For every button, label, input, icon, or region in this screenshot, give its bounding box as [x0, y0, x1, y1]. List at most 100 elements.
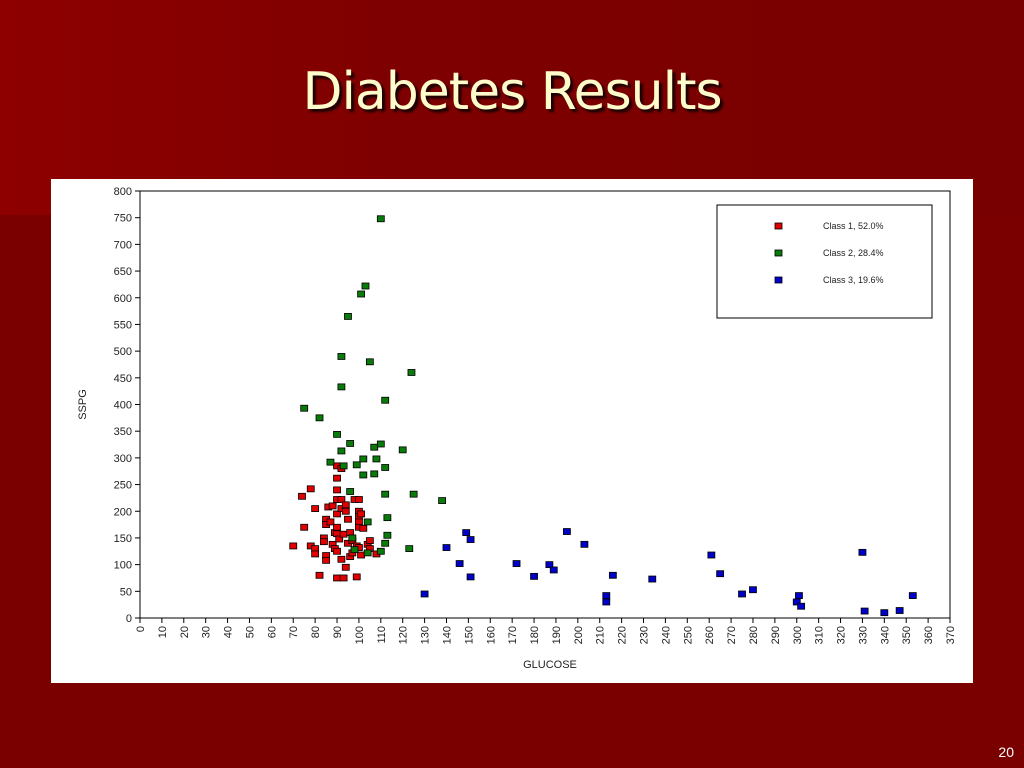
y-axis-label: SSPG [77, 389, 89, 420]
x-tick-label: 220 [617, 626, 629, 644]
data-point-class-2 [372, 455, 381, 463]
x-tick-label: 30 [201, 626, 213, 638]
data-point-class-1 [298, 492, 306, 500]
x-tick-label: 60 [266, 626, 278, 638]
data-point-class-2 [361, 282, 370, 290]
data-point-class-3 [895, 607, 904, 614]
x-tick-label: 260 [704, 626, 716, 644]
data-point-class-3 [648, 575, 657, 583]
data-point-class-1 [289, 542, 298, 550]
data-point-class-3 [738, 590, 746, 598]
x-tick-label: 310 [814, 626, 826, 644]
x-tick-label: 20 [179, 626, 191, 638]
y-tick-label: 50 [120, 586, 132, 598]
data-point-class-1 [341, 563, 350, 571]
data-point-class-2 [381, 490, 390, 498]
x-tick-label: 40 [223, 626, 235, 638]
data-point-class-3 [466, 573, 475, 581]
data-point-class-3 [880, 609, 889, 617]
data-point-class-2 [315, 414, 324, 422]
data-point-class-1 [355, 496, 363, 503]
y-tick-label: 0 [126, 613, 132, 625]
data-point-class-3 [462, 529, 471, 537]
x-tick-label: 370 [945, 626, 957, 644]
data-point-class-1 [357, 510, 366, 518]
data-point-class-3 [792, 598, 801, 606]
data-point-class-3 [580, 540, 589, 548]
data-point-class-2 [348, 534, 357, 542]
legend-marker [774, 222, 783, 230]
data-point-class-2 [344, 313, 352, 320]
data-point-class-1 [359, 524, 368, 532]
data-point-class-2 [359, 471, 368, 479]
data-point-class-3 [545, 561, 554, 569]
legend-marker [774, 249, 783, 257]
x-tick-label: 300 [792, 626, 804, 644]
data-point-class-1 [341, 501, 350, 509]
x-tick-label: 270 [726, 626, 738, 644]
x-tick-label: 350 [901, 626, 913, 644]
x-tick-label: 130 [420, 626, 432, 644]
data-point-class-1 [333, 474, 341, 482]
data-point-class-3 [707, 551, 716, 559]
data-point-class-2 [357, 290, 366, 298]
data-point-class-3 [562, 528, 571, 535]
x-tick-label: 50 [244, 626, 256, 638]
data-point-class-2 [300, 404, 309, 412]
data-point-class-1 [333, 523, 341, 531]
data-point-class-3 [455, 560, 464, 567]
data-point-class-1 [328, 502, 337, 510]
data-point-class-1 [339, 530, 348, 538]
data-point-class-2 [383, 531, 392, 539]
x-tick-label: 180 [529, 626, 541, 644]
x-tick-label: 70 [288, 626, 300, 638]
data-point-class-1 [326, 518, 335, 526]
data-point-class-1 [311, 505, 320, 512]
page-number: 20 [998, 744, 1014, 760]
x-tick-label: 100 [354, 626, 366, 644]
data-point-class-3 [420, 590, 429, 598]
y-tick-label: 150 [114, 533, 132, 545]
data-point-class-1 [335, 535, 344, 543]
y-tick-label: 400 [114, 400, 132, 412]
data-point-class-2 [376, 547, 385, 555]
data-point-class-1 [352, 573, 361, 581]
data-point-class-3 [608, 571, 617, 579]
data-point-class-1 [357, 551, 366, 559]
data-point-class-2 [363, 549, 372, 557]
y-tick-label: 500 [114, 346, 132, 358]
x-tick-label: 140 [441, 626, 453, 644]
x-tick-label: 290 [770, 626, 782, 644]
y-tick-label: 800 [114, 186, 132, 198]
data-point-class-1 [315, 571, 324, 579]
data-point-class-1 [319, 538, 328, 546]
data-point-class-2 [370, 443, 379, 451]
data-point-class-2 [383, 514, 392, 522]
slide-title: Diabetes Results [302, 62, 722, 122]
data-point-class-3 [860, 607, 869, 615]
x-tick-label: 230 [639, 626, 651, 644]
data-point-class-2 [376, 215, 385, 223]
data-point-class-3 [858, 548, 867, 556]
y-tick-label: 650 [114, 266, 132, 278]
y-tick-label: 700 [114, 239, 132, 251]
data-point-class-2 [346, 440, 355, 447]
data-point-class-2 [337, 447, 346, 455]
data-point-class-2 [409, 490, 418, 498]
data-point-class-3 [749, 586, 757, 594]
data-point-class-3 [530, 572, 538, 580]
data-point-class-2 [350, 546, 359, 554]
data-point-class-2 [370, 470, 379, 478]
data-point-class-1 [322, 556, 330, 564]
data-point-class-1 [311, 550, 320, 558]
data-point-class-2 [339, 462, 348, 470]
x-tick-label: 340 [879, 626, 891, 644]
data-point-class-2 [398, 446, 407, 454]
x-tick-label: 150 [463, 626, 475, 644]
data-point-class-2 [337, 353, 346, 360]
data-point-class-1 [333, 510, 341, 518]
data-point-class-2 [359, 455, 368, 463]
x-axis-label: GLUCOSE [523, 659, 577, 671]
x-tick-label: 200 [573, 626, 585, 644]
legend-label: Class 2, 28.4% [823, 248, 884, 258]
